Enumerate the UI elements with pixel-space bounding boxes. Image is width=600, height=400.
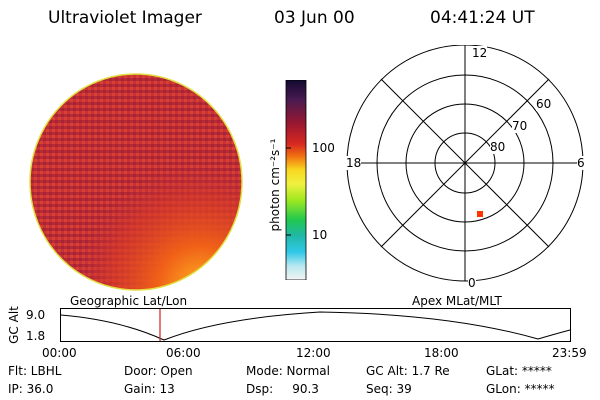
glat-label: GLat: ***** bbox=[486, 364, 552, 378]
mlat-60-label: 60 bbox=[536, 97, 552, 111]
mlt-6-label: 6 bbox=[577, 156, 585, 170]
colorbar-tick-100: 100 bbox=[312, 141, 335, 155]
mlt-12-label: 12 bbox=[472, 46, 488, 60]
altitude-curve bbox=[60, 311, 571, 341]
glon-label: GLon: ***** bbox=[486, 382, 555, 396]
app-title: Ultraviolet Imager bbox=[48, 8, 202, 28]
orbit-right-label: Apex MLat/MLT bbox=[412, 294, 502, 308]
x-tick-4: 23:59 bbox=[552, 346, 587, 360]
polar-grid bbox=[346, 45, 584, 282]
color-scale-bar bbox=[285, 80, 307, 280]
mlt-18-label: 18 bbox=[346, 156, 362, 170]
mlt-0-label: 0 bbox=[468, 276, 476, 290]
filter-label: Flt: LBHL bbox=[8, 364, 62, 378]
seq-label: Seq: 39 bbox=[366, 382, 412, 396]
date-label: 03 Jun 00 bbox=[274, 8, 355, 28]
mlat-80-label: 80 bbox=[490, 140, 506, 154]
aurora-point bbox=[477, 211, 483, 217]
orbit-left-label: Geographic Lat/Lon bbox=[70, 294, 188, 308]
orbit-y-top: 9.0 bbox=[26, 308, 46, 322]
orbit-y-bottom: 1.8 bbox=[26, 329, 46, 343]
ip-label: IP: 36.0 bbox=[8, 382, 54, 396]
x-tick-0: 00:00 bbox=[42, 346, 77, 360]
orbit-axis-label: GC Alt bbox=[7, 306, 21, 344]
mlat-70-label: 70 bbox=[512, 119, 528, 133]
gain-label: Gain: 13 bbox=[124, 382, 175, 396]
earth-disk-image bbox=[29, 73, 243, 291]
time-label: 04:41:24 UT bbox=[430, 8, 535, 28]
gc-alt-label: GC Alt: 1.7 Re bbox=[366, 364, 450, 378]
colorbar-unit-label: photon cm⁻²s⁻¹ bbox=[268, 138, 282, 232]
orbit-altitude-plot bbox=[60, 308, 571, 342]
dsp-label: Dsp: 90.3 bbox=[246, 382, 319, 396]
mode-label: Mode: Normal bbox=[246, 364, 330, 378]
door-label: Door: Open bbox=[124, 364, 193, 378]
x-tick-2: 12:00 bbox=[296, 346, 331, 360]
x-tick-1: 06:00 bbox=[166, 346, 201, 360]
x-tick-3: 18:00 bbox=[424, 346, 459, 360]
colorbar-tick-10: 10 bbox=[312, 228, 328, 242]
